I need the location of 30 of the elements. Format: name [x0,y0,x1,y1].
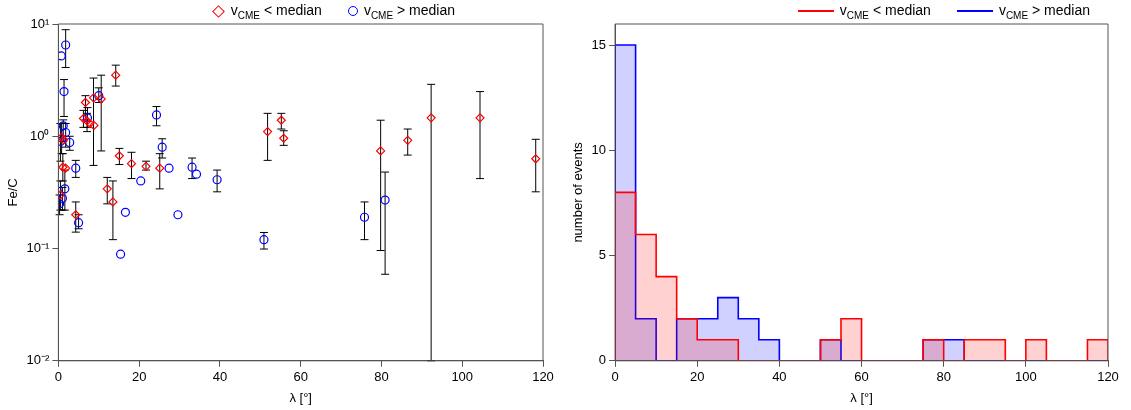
x-tick-label: 60 [293,369,308,385]
x-tick-label: 0 [54,369,63,385]
y-tick-label: 0 [598,352,607,368]
x-tick-label: 40 [772,369,787,385]
y-tick-label: 10⁰ [29,127,50,143]
x-axis-title: λ [°] [289,389,312,405]
y-tick-label: 5 [598,247,607,263]
legend-label: v$_{CME}$ > median [363,2,455,21]
y-tick-label: 15 [591,36,607,52]
x-tick-label: 20 [689,369,705,385]
y-tick-label: 10⁻¹ [26,240,51,256]
y-tick-label: 10 [591,141,607,157]
legend-label: v$_{CME}$ < median [839,2,931,21]
x-tick-label: 60 [854,369,869,385]
x-axis-title: λ [°] [850,389,873,405]
legend-label: v$_{CME}$ > median [998,2,1090,21]
x-tick-label: 40 [212,369,228,385]
legend-label: v$_{CME}$ < median [230,2,322,21]
x-tick-label: 80 [374,369,389,385]
x-tick-label: 120 [1097,369,1119,385]
y-axis-title: Fe/C [5,178,21,207]
x-tick-label: 100 [1014,369,1037,385]
x-tick-label: 80 [936,369,951,385]
x-tick-label: 100 [451,369,474,385]
x-tick-label: 20 [131,369,147,385]
x-tick-label: 120 [532,369,554,385]
y-tick-label: 10¹ [30,15,51,31]
y-tick-label: 10⁻² [26,352,51,368]
y-axis-title: number of events [570,141,586,243]
x-tick-label: 0 [611,369,619,385]
